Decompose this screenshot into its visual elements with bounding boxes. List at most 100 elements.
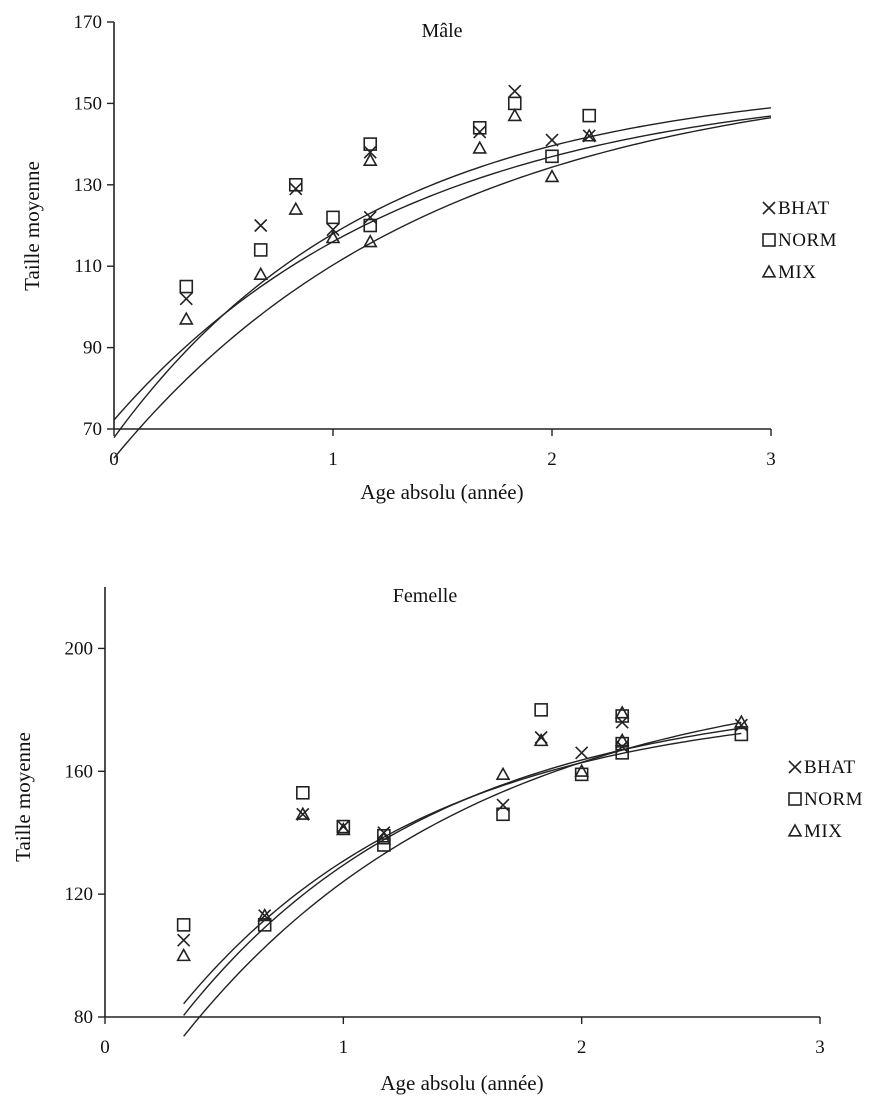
male-legend-label-mix: MIX: [778, 262, 816, 283]
male-legend-label-bhat: BHAT: [778, 198, 830, 219]
male-point-mix: [178, 311, 194, 325]
female-point-mix: [335, 821, 351, 836]
female-point-norm: [377, 828, 391, 843]
male-legend-item-bhat: BHAT: [762, 198, 830, 219]
female-legend-label-mix: MIX: [804, 821, 842, 842]
female-point-norm: [615, 746, 629, 760]
male-point-bhat: [545, 133, 559, 147]
male-legend-marker-mix: [761, 264, 777, 278]
female-point-mix: [257, 907, 273, 922]
male-point-bhat: [254, 218, 268, 233]
female-legend-label-norm: NORM: [804, 789, 863, 810]
female-legend-label-bhat: BHAT: [804, 757, 856, 778]
female-point-bhat: [177, 933, 191, 947]
female-point-norm: [615, 736, 629, 751]
male-point-norm: [363, 137, 378, 151]
male-fit-curve-norm: [113, 107, 772, 439]
male-y-tick-label: 110: [74, 256, 102, 277]
male-fit-curve-bhat: [113, 116, 772, 459]
female-fit-curve-norm: [183, 732, 742, 1005]
male-x-tick-label: 2: [547, 449, 557, 470]
female-x-tick-label: 2: [577, 1037, 587, 1058]
male-legend-symbol-bhat: [762, 201, 776, 215]
male-fit-curves: [113, 107, 772, 459]
male-point-norm: [253, 243, 268, 257]
male-point-norm: [288, 178, 303, 192]
male-point-mix: [362, 152, 378, 166]
male-point-norm: [545, 149, 559, 164]
male-legend-marker-bhat: [762, 201, 776, 215]
male-point-norm: [326, 210, 340, 225]
male-x-tick-label: 1: [328, 449, 338, 470]
female-legend-item-bhat: BHAT: [788, 757, 856, 778]
male-x-axis-title: Age absolu (année): [360, 480, 523, 504]
male-point-mix: [325, 230, 341, 244]
female-legend-symbol-mix: [787, 823, 803, 837]
female-point-norm: [296, 785, 310, 800]
male-x-tick-label: 0: [109, 449, 119, 470]
female-fit-curve-mix: [183, 721, 742, 1037]
female-point-mix: [733, 714, 749, 728]
female-y-tick-label: 80: [74, 1007, 93, 1028]
male-legend-symbol-mix: [761, 264, 777, 278]
female-point-norm: [496, 807, 510, 822]
male-legend: BHAT NORM MIX: [761, 198, 837, 283]
female-legend-item-mix: MIX: [787, 821, 842, 842]
female-y-tick-label: 120: [65, 884, 94, 905]
male-point-bhat: [289, 182, 303, 196]
male-y-tick-label: 130: [74, 175, 103, 196]
male-point-norm: [472, 121, 487, 135]
female-point-norm: [336, 819, 351, 834]
male-y-tick-label: 70: [83, 419, 102, 440]
male-legend-item-norm: NORM: [762, 230, 837, 251]
female-y-tick-label: 160: [65, 761, 94, 782]
female-point-bhat: [575, 746, 589, 760]
male-y-axis-title: Taille moyenne: [20, 161, 44, 291]
male-x-tick-label: 3: [766, 449, 776, 470]
male-y-tick-label: 90: [83, 338, 102, 359]
female-point-norm: [176, 918, 191, 932]
male-legend-symbol-norm: [762, 233, 776, 247]
male-point-bhat: [179, 292, 193, 306]
male-point-mix: [472, 140, 488, 154]
female-x-ticks: 0 1 2 3: [100, 1017, 825, 1058]
male-point-mix: [362, 234, 378, 248]
male-y-ticks: 70 90 110 130 150 170: [74, 12, 114, 440]
female-legend-item-norm: NORM: [788, 789, 863, 810]
male-y-tick-label: 170: [74, 12, 103, 33]
male-chart-title: Mâle: [421, 20, 462, 42]
female-y-ticks: 80 120 160 200: [65, 638, 105, 1028]
male-point-mix: [507, 107, 523, 122]
female-point-mix: [495, 766, 511, 780]
female-point-mix: [376, 831, 392, 845]
female-chart-title: Femelle: [393, 585, 458, 607]
female-data-points: [176, 703, 749, 962]
male-point-bhat: [326, 223, 340, 237]
male-y-tick-label: 150: [74, 93, 103, 114]
female-legend-symbol-norm: [788, 792, 802, 806]
male-point-norm: [179, 279, 194, 294]
male-point-norm: [507, 96, 522, 111]
female-point-mix: [614, 732, 630, 747]
male-point-bhat: [473, 125, 487, 139]
male-point-mix: [544, 169, 560, 183]
female-legend-marker-norm: [788, 792, 802, 806]
male-point-bhat: [508, 84, 522, 98]
female-y-axis-title: Taille moyenne: [11, 732, 35, 862]
female-point-norm: [734, 727, 749, 742]
female-point-norm: [377, 838, 391, 852]
female-chart: Femelle 80 120 160 200 0 1 2 3 Age absolu (ann…: [11, 585, 863, 1095]
male-legend-marker-norm: [762, 233, 776, 247]
male-point-mix: [253, 266, 269, 280]
female-x-axis-title: Age absolu (année): [380, 1071, 543, 1095]
female-point-mix: [533, 732, 549, 747]
female-point-bhat: [496, 798, 510, 812]
male-data-points: [178, 84, 597, 325]
female-x-tick-label: 0: [100, 1037, 110, 1058]
male-fit-curve-mix: [113, 115, 772, 421]
female-legend-symbol-bhat: [788, 760, 802, 774]
female-legend-marker-mix: [787, 823, 803, 837]
male-point-mix: [581, 128, 597, 142]
male-chart: Mâle 70 90 110 130 150 170 0 1 2 3 Age absolu (a…: [20, 12, 837, 504]
